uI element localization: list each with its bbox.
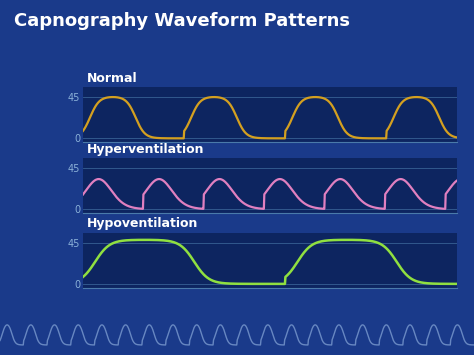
Text: Capnography Waveform Patterns: Capnography Waveform Patterns [14, 12, 350, 31]
Text: Normal: Normal [87, 72, 137, 85]
Text: Hyperventilation: Hyperventilation [87, 143, 204, 156]
Text: Hypoventilation: Hypoventilation [87, 217, 198, 230]
